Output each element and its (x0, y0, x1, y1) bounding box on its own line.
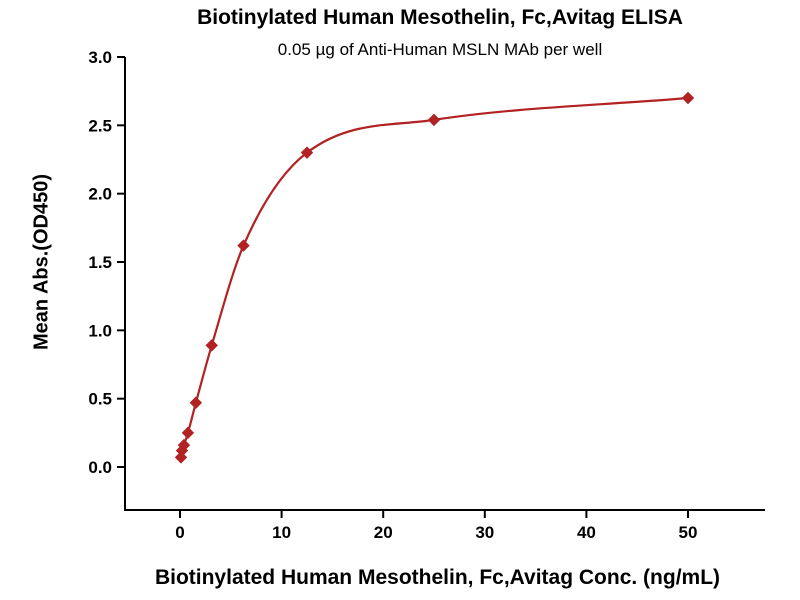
y-tick-label: 3.0 (88, 48, 112, 67)
fit-curve (179, 96, 690, 459)
x-tick-label: 10 (272, 523, 291, 542)
data-point (181, 426, 195, 440)
x-axis-label: Biotinylated Human Mesothelin, Fc,Avitag… (154, 566, 721, 589)
data-point (189, 396, 203, 409)
data-point (681, 91, 695, 105)
y-tick-label: 2.5 (88, 116, 112, 135)
chart-title: Biotinylated Human Mesothelin, Fc,Avitag… (197, 6, 683, 29)
y-tick-label: 2.0 (88, 185, 112, 204)
x-tick-label: 20 (374, 523, 393, 542)
y-tick-label: 1.5 (88, 253, 112, 272)
chart-subtitle: 0.05 µg of Anti-Human MSLN MAb per well (277, 40, 603, 59)
data-point (237, 239, 250, 252)
data-point (205, 339, 218, 352)
data-point (427, 113, 441, 127)
data-point (300, 146, 314, 159)
x-tick-label: 30 (475, 523, 494, 542)
y-tick-label: 0.5 (88, 390, 112, 409)
axes (124, 57, 765, 511)
data-point (177, 438, 191, 452)
x-tick-label: 40 (577, 523, 596, 542)
y-tick-label: 1.0 (88, 321, 112, 340)
y-tick-label: 0.0 (88, 458, 112, 477)
x-tick-label: 0 (175, 523, 184, 542)
x-tick-label: 50 (679, 523, 698, 542)
